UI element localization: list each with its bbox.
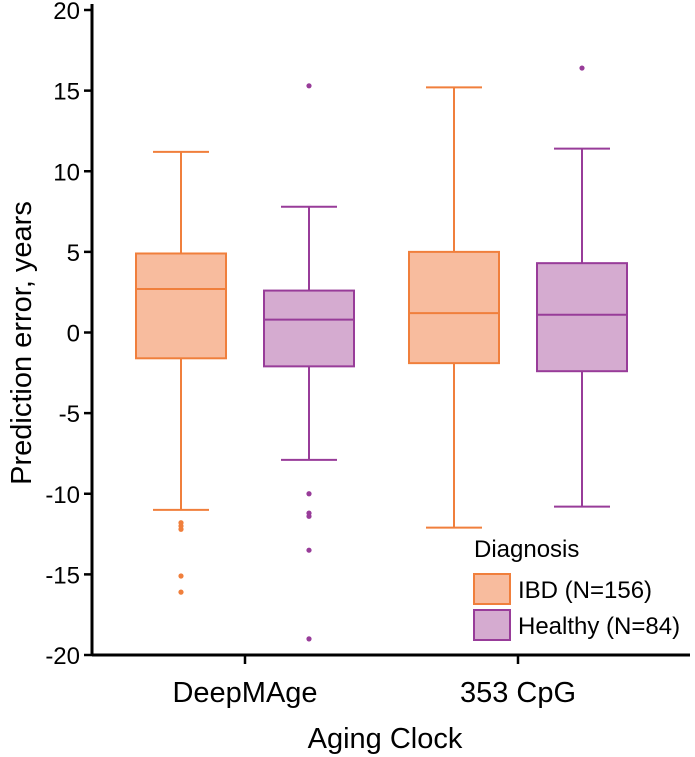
- boxes-layer: [135, 65, 628, 642]
- y-tick-label: 0: [67, 321, 80, 348]
- y-tick-label: 20: [53, 0, 80, 25]
- y-tick-label: -10: [45, 482, 80, 509]
- outlier-point: [178, 526, 184, 532]
- outlier-point: [306, 513, 312, 519]
- iqr-box: [135, 252, 227, 360]
- box-healthy-0: [263, 83, 355, 642]
- outlier-point: [178, 573, 184, 579]
- outlier-point: [306, 636, 312, 642]
- y-tick-label: 5: [67, 240, 80, 267]
- iqr-box: [263, 289, 355, 368]
- legend-label-healthy: Healthy (N=84): [518, 613, 680, 640]
- box-ibd-0: [135, 150, 227, 595]
- outlier-point: [579, 65, 585, 71]
- legend-swatch-ibd: [473, 573, 511, 605]
- y-tick-label: -15: [45, 562, 80, 589]
- y-tick-label: 15: [53, 79, 80, 106]
- box-healthy-1: [536, 65, 628, 508]
- box-ibd-1: [408, 86, 500, 529]
- iqr-box: [536, 262, 628, 373]
- y-tick-label: -5: [59, 401, 80, 428]
- legend-title: Diagnosis: [474, 536, 579, 563]
- axes-layer: 20 15 10 5 0 -5 -10 -15 -20 DeepMAge 353 CpG: [45, 0, 690, 709]
- outlier-point: [306, 491, 312, 497]
- iqr-box: [408, 250, 500, 365]
- outlier-point: [178, 589, 184, 595]
- x-axis-label: Aging Clock: [308, 723, 463, 755]
- x-tick-label: DeepMAge: [172, 677, 317, 709]
- y-axis-label: Prediction error, years: [6, 201, 38, 485]
- x-tick-label: 353 CpG: [460, 677, 576, 709]
- legend: Diagnosis IBD (N=156) Healthy (N=84): [473, 536, 680, 641]
- y-tick-label: 10: [53, 159, 80, 186]
- y-tick-label: -20: [45, 643, 80, 670]
- legend-swatch-healthy: [473, 609, 511, 641]
- outlier-point: [306, 83, 312, 89]
- outlier-point: [306, 547, 312, 553]
- legend-label-ibd: IBD (N=156): [518, 577, 652, 604]
